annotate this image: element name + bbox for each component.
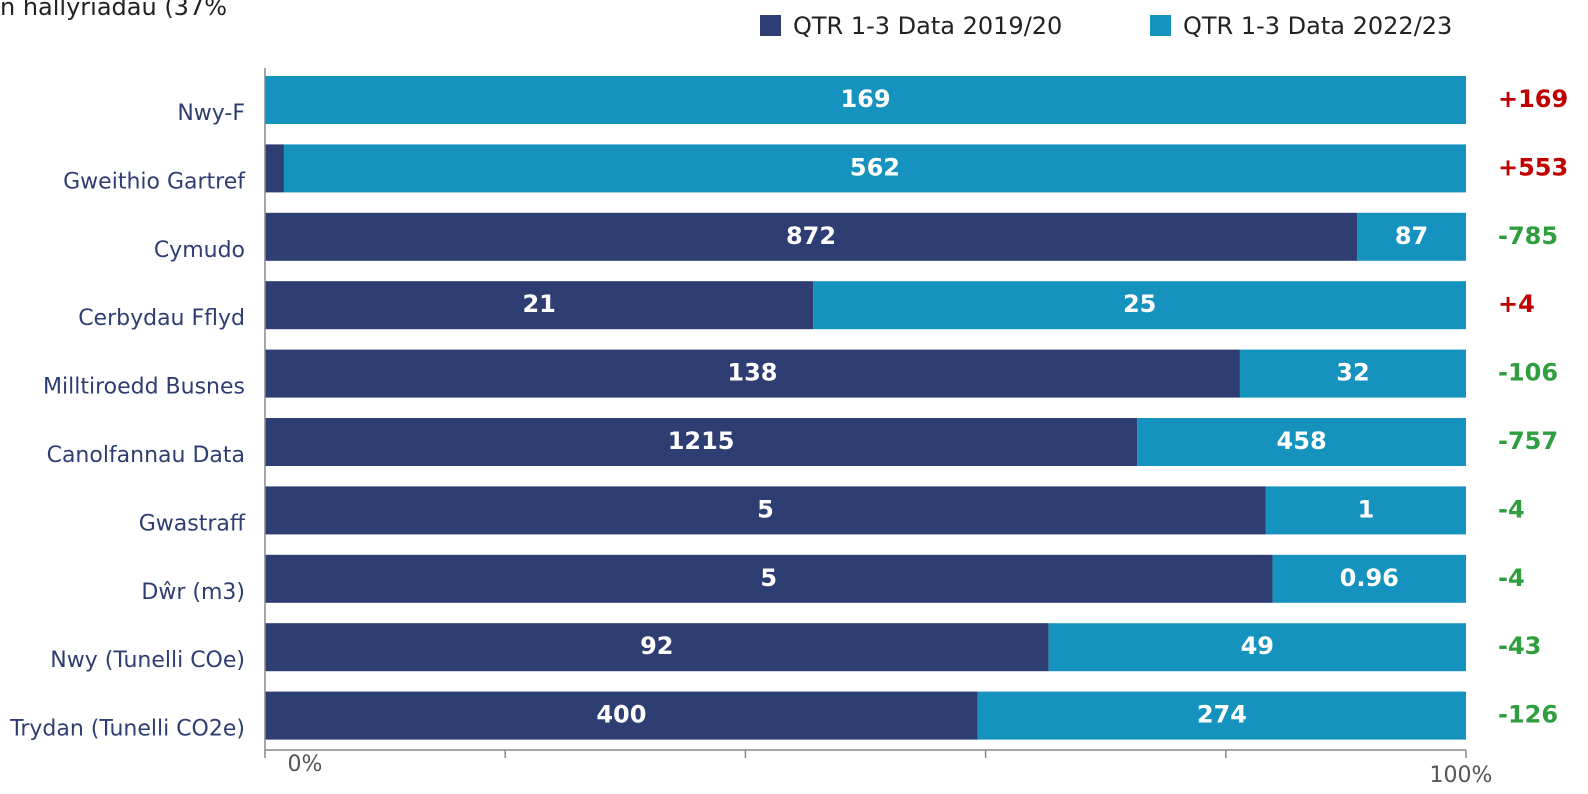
bar-segment	[265, 76, 1466, 124]
legend-label: QTR 1-3 Data 2019/20	[793, 12, 1062, 40]
category-label: Milltiroedd Busnes	[43, 375, 245, 400]
category-label: Gwastraff	[139, 511, 246, 536]
bar-segment	[1272, 554, 1466, 603]
value-label: 562	[850, 153, 900, 181]
bar-segment	[265, 349, 1240, 398]
change-label: +169	[1498, 85, 1568, 113]
value-label: 872	[786, 222, 836, 250]
value-label: 0.96	[1340, 564, 1399, 592]
change-label: +4	[1498, 290, 1535, 318]
bar-segment	[1137, 418, 1466, 466]
change-label: -4	[1498, 495, 1525, 523]
category-label: Nwy (Tunelli COe)	[50, 648, 245, 673]
change-label: -4	[1498, 564, 1525, 592]
category-label: Nwy-F	[177, 101, 245, 126]
legend-swatch	[1150, 15, 1171, 36]
bar-segment	[1265, 486, 1466, 535]
bar-segment	[977, 691, 1466, 740]
bar-segment	[1357, 212, 1466, 261]
x-tick-label: 0%	[288, 752, 323, 777]
value-label: 274	[1197, 701, 1247, 729]
value-label: 49	[1241, 632, 1274, 660]
value-label: 1215	[668, 427, 735, 455]
bar-segment	[1239, 349, 1466, 398]
value-label: 87	[1395, 222, 1428, 250]
category-label: Gweithio Gartref	[63, 169, 246, 194]
value-label: 400	[596, 701, 646, 729]
change-label: -785	[1498, 222, 1558, 250]
category-label: Trydan (Tunelli CO2e)	[9, 717, 245, 742]
change-label: -757	[1498, 427, 1558, 455]
value-label: 5	[757, 495, 774, 523]
bar-segment	[1048, 623, 1466, 672]
bar-segment	[265, 623, 1049, 672]
value-label: 32	[1336, 359, 1369, 387]
value-label: 21	[522, 290, 555, 318]
change-label: +553	[1498, 153, 1568, 181]
bar-segment	[283, 144, 1467, 193]
value-label: 92	[640, 632, 673, 660]
change-label: -106	[1498, 359, 1558, 387]
change-label: -43	[1498, 632, 1541, 660]
x-tick-label: 100%	[1430, 763, 1493, 788]
bar-segment	[265, 144, 284, 193]
bar-segment	[265, 418, 1138, 466]
category-label: Dŵr (m3)	[141, 580, 245, 605]
legend-label: QTR 1-3 Data 2022/23	[1183, 12, 1452, 40]
bar-segment	[265, 691, 978, 740]
value-label: 25	[1123, 290, 1156, 318]
bar-segment	[265, 212, 1358, 261]
value-label: 5	[760, 564, 777, 592]
category-label: Canolfannau Data	[47, 443, 245, 468]
legend-swatch	[760, 15, 781, 36]
chart-title: n hallyriadau (37%	[0, 0, 227, 21]
bar-segment	[265, 281, 814, 330]
value-label: 138	[727, 359, 777, 387]
value-label: 169	[840, 85, 890, 113]
change-label: -126	[1498, 701, 1558, 729]
category-label: Cymudo	[154, 238, 245, 263]
category-label: Cerbydau Fflyd	[78, 306, 245, 331]
bar-segment	[265, 486, 1266, 535]
value-label: 458	[1277, 427, 1327, 455]
value-label: 1	[1358, 495, 1375, 523]
bar-segment	[813, 281, 1466, 330]
bar-segment	[265, 554, 1273, 603]
